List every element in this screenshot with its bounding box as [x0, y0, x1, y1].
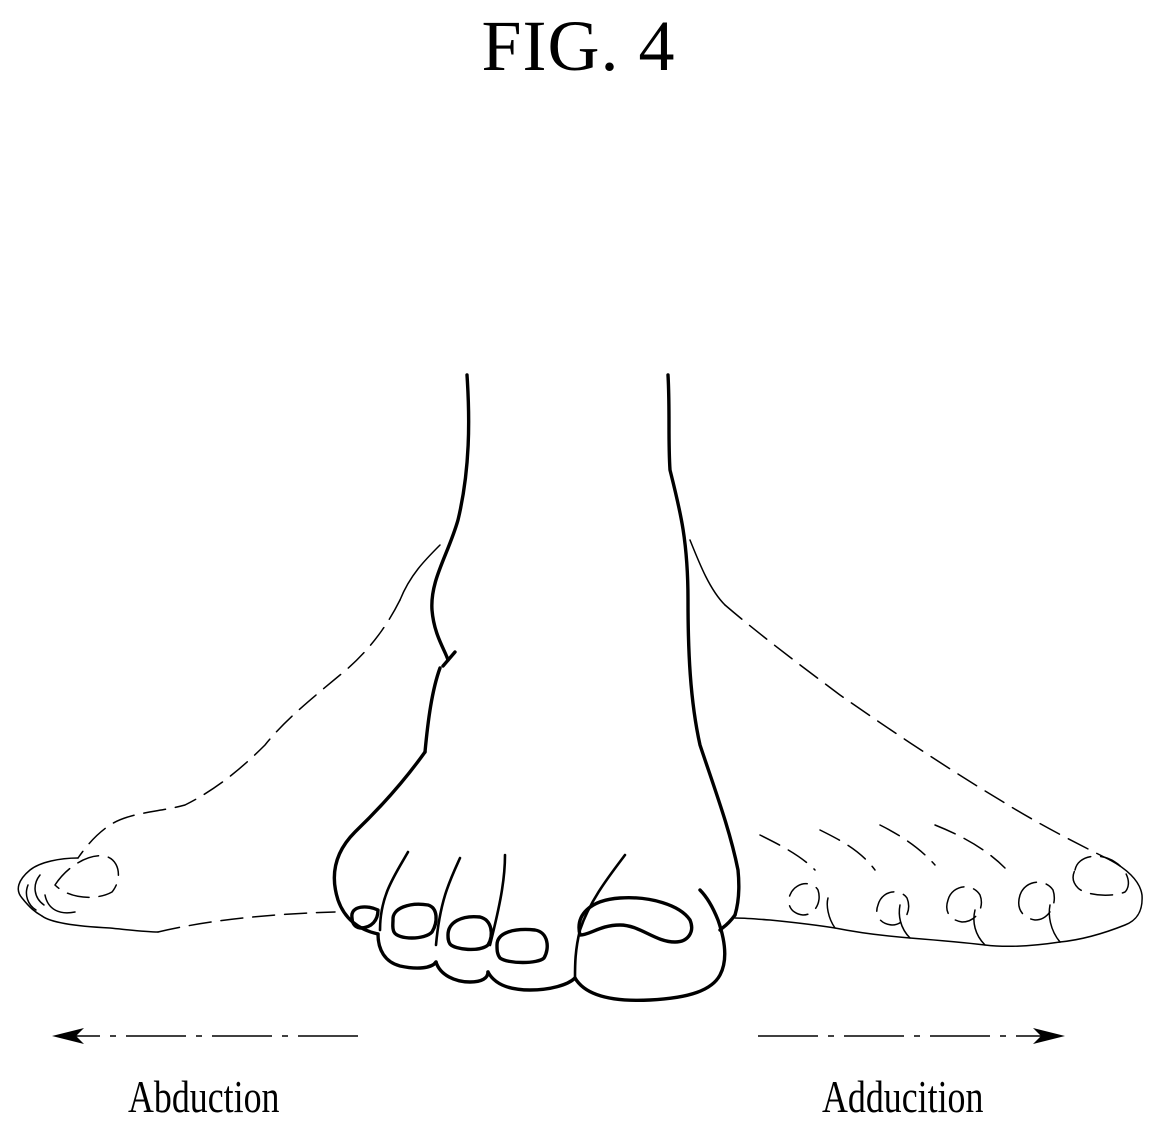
- arrow-right-icon: [758, 1028, 1065, 1044]
- adduction-label: Adducition: [822, 1072, 983, 1122]
- neutral-foot-outline: [334, 375, 738, 1000]
- arrow-left-icon: [52, 1028, 358, 1044]
- abducted-foot-outline: [18, 545, 440, 932]
- adducted-foot-outline: [690, 540, 1142, 946]
- abduction-label: Abduction: [128, 1072, 279, 1122]
